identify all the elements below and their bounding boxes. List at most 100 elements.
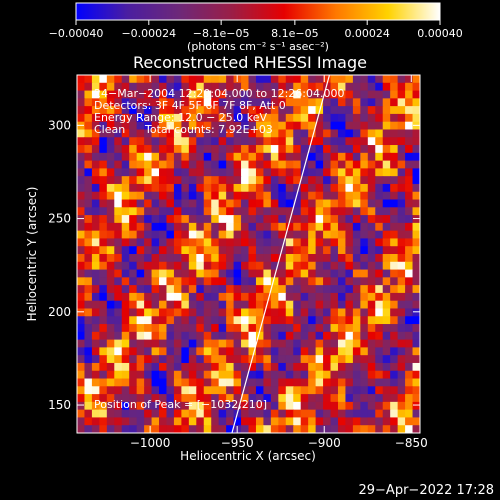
heatmap-cell [382,331,391,341]
heatmap-cell [248,362,257,372]
heatmap-cell [166,378,175,387]
heatmap-cell [323,394,332,403]
heatmap-cell [248,386,257,395]
heatmap-cell [226,277,235,286]
heatmap-cell [181,222,190,232]
heatmap-cell [248,277,257,286]
heatmap-cell [263,90,272,99]
heatmap-cell [285,246,294,255]
heatmap-cell [352,215,361,224]
heatmap-cell [308,370,317,380]
heatmap-cell [226,300,235,310]
heatmap-cell [278,331,287,341]
heatmap-cell [293,347,302,356]
heatmap-cell [233,246,242,255]
heatmap-cell [285,370,294,380]
heatmap-cell [166,300,175,310]
heatmap-cell [121,121,130,131]
heatmap-cell [255,300,265,310]
heatmap-cell [106,324,115,333]
heatmap-cell [405,121,414,131]
heatmap-cell [248,183,257,193]
heatmap-cell [196,261,205,271]
heatmap-cell [166,113,175,123]
heatmap-cell [285,75,294,84]
heatmap-cell [315,90,324,99]
heatmap-cell [84,269,93,278]
heatmap-cell [203,409,212,419]
heatmap-cell [114,145,123,154]
heatmap-cell [121,215,130,224]
heatmap-cell [397,285,406,294]
heatmap-cell [99,191,108,201]
heatmap-cell [233,316,242,325]
heatmap-cell [218,394,227,403]
heatmap-cell [367,347,376,356]
heatmap-cell [300,75,309,84]
heatmap-cell [367,191,376,201]
heatmap-cell [293,394,302,403]
heatmap-cell [241,199,250,208]
heatmap-cell [106,176,115,185]
heatmap-cell [173,269,182,278]
heatmap-cell [255,386,265,395]
heatmap-cell [233,394,242,403]
heatmap-cell [255,137,265,146]
heatmap-cell [412,254,420,263]
heatmap-cell [360,316,369,325]
heatmap-cell [136,355,145,364]
heatmap-cell [121,183,130,193]
heatmap-cell [315,292,324,302]
heatmap-cell [106,394,115,403]
heatmap-cell [151,176,160,185]
heatmap-cell [337,152,347,162]
heatmap-cell [106,152,115,162]
heatmap-cell [285,386,294,395]
heatmap-cell [248,308,257,317]
heatmap-cell [233,230,242,240]
heatmap-cell [211,261,220,271]
heatmap-cell [114,362,123,372]
heatmap-cell [77,183,86,193]
heatmap-cell [293,215,302,224]
heatmap-cell [412,394,420,403]
heatmap-cell [352,417,361,426]
heatmap-cell [99,401,108,411]
heatmap-cell [352,339,361,348]
heatmap-cell [226,199,235,208]
heatmap-cell [255,222,265,232]
heatmap-cell [129,160,138,169]
heatmap-cell [255,417,265,426]
heatmap-cell [300,401,309,411]
heatmap-cell [106,355,115,364]
heatmap-cell [211,230,220,240]
heatmap-cell [91,168,100,177]
heatmap-cell [382,106,391,115]
heatmap-cell [315,324,324,333]
heatmap-cell [121,191,130,201]
heatmap-cell [278,113,287,123]
heatmap-cell [121,355,130,364]
heatmap-cell [106,300,115,310]
heatmap-cell [173,160,182,169]
heatmap-cell [278,261,287,271]
heatmap-cell [360,75,369,84]
heatmap-cell [352,113,361,123]
heatmap-cell [114,113,123,123]
heatmap-cell [84,378,93,387]
heatmap-cell [337,137,347,146]
heatmap-cell [352,238,361,247]
heatmap-cell [300,409,309,419]
heatmap-cell [300,215,309,224]
heatmap-cell [188,168,197,177]
heatmap-cell [412,238,420,247]
heatmap-cell [293,316,302,325]
heatmap-cell [196,300,205,310]
heatmap-cell [166,254,175,263]
heatmap-cell [337,145,347,154]
heatmap-cell [129,277,138,286]
heatmap-cell [300,331,309,341]
heatmap-cell [308,246,317,255]
heatmap-cell [293,152,302,162]
heatmap-cell [382,277,391,286]
